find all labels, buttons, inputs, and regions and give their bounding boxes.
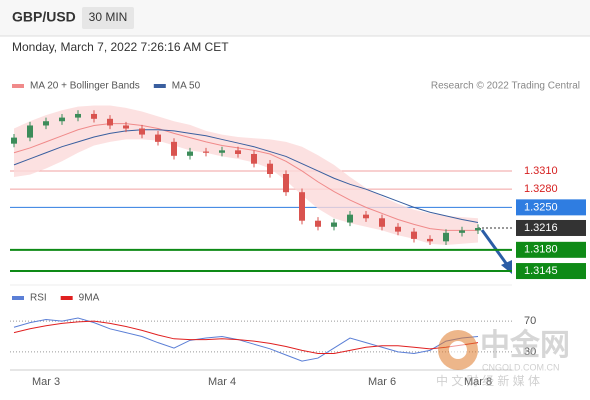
candle-body [475,227,481,231]
level-tag [516,263,586,280]
legend-swatch [12,296,24,300]
ma-line [13,129,479,224]
bollinger-band [14,105,478,245]
timeframe[interactable]: 30 MIN [89,10,128,24]
candle-body [283,174,289,193]
x-tick-label: Mar 8 [464,376,492,388]
watermark: 中金网 CNGOLD.COM.CN 中 文 财 经 新 媒 体 [436,328,570,388]
candle-body [315,220,321,227]
candle-body [395,226,401,232]
watermark-logo-hole [449,341,467,359]
x-tick-label: Mar 4 [208,376,236,388]
level-label: 1.3180 [524,244,558,256]
watermark-site: CNGOLD.COM.CN [482,362,560,372]
candle-body [75,113,81,118]
datetime: Monday, March 7, 2022 7:26:16 AM CET [12,40,229,54]
candle-body [267,163,273,174]
candle-body [347,214,353,223]
ma-line [13,123,478,231]
candle-body [251,153,257,164]
rsi-line [13,317,479,362]
level-label: 1.3145 [524,265,558,277]
candle-body [107,118,113,126]
candle-body [411,231,417,239]
candle-body [219,150,225,153]
copyright: Research © 2022 Trading Central [431,81,580,92]
y-tick-label: 70 [524,315,536,327]
legend-label: MA 20 + Bollinger Bands [30,81,140,92]
legend-label: 9MA [79,293,100,304]
candle-body [123,125,129,129]
candle-body [235,150,241,154]
candle-body [427,238,433,242]
level-label: 1.3250 [524,201,558,213]
candle-body [171,141,177,156]
legend-label: RSI [30,293,47,304]
level-tag [516,199,586,216]
candle-body [187,151,193,156]
watermark-slogan: 中 文 财 经 新 媒 体 [436,373,540,388]
candle-body [11,137,17,144]
level-label: 1.3216 [524,222,558,234]
candle-body [43,121,49,126]
symbol: GBP/USD [12,9,76,25]
timeframe-badge[interactable] [82,7,134,29]
level-label: 1.3280 [524,183,558,195]
candle-body [443,232,449,242]
candle-body [459,230,465,233]
x-tick-label: Mar 6 [368,376,396,388]
x-tick-label: Mar 3 [32,376,60,388]
watermark-brand: 中金网 [480,328,570,362]
candle-body [27,125,33,138]
candle-body [331,222,337,227]
candle-body [91,113,97,119]
candle-body [139,128,145,135]
candle-body [203,151,209,153]
legend-label: MA 50 [172,81,201,92]
candle-body [155,134,161,142]
candle-body [299,192,305,221]
legend-swatch [12,84,24,88]
candle-body [363,214,369,219]
legend-swatch [60,296,73,300]
rsi-line [13,320,479,354]
level-label: 1.3310 [524,165,558,177]
candle-body [379,218,385,227]
candle-body [59,117,65,122]
legend-swatch [153,84,166,88]
level-tag [516,241,586,258]
level-tag [516,219,586,236]
forecast-arrow [480,229,510,267]
y-tick-label: 30 [524,346,536,358]
